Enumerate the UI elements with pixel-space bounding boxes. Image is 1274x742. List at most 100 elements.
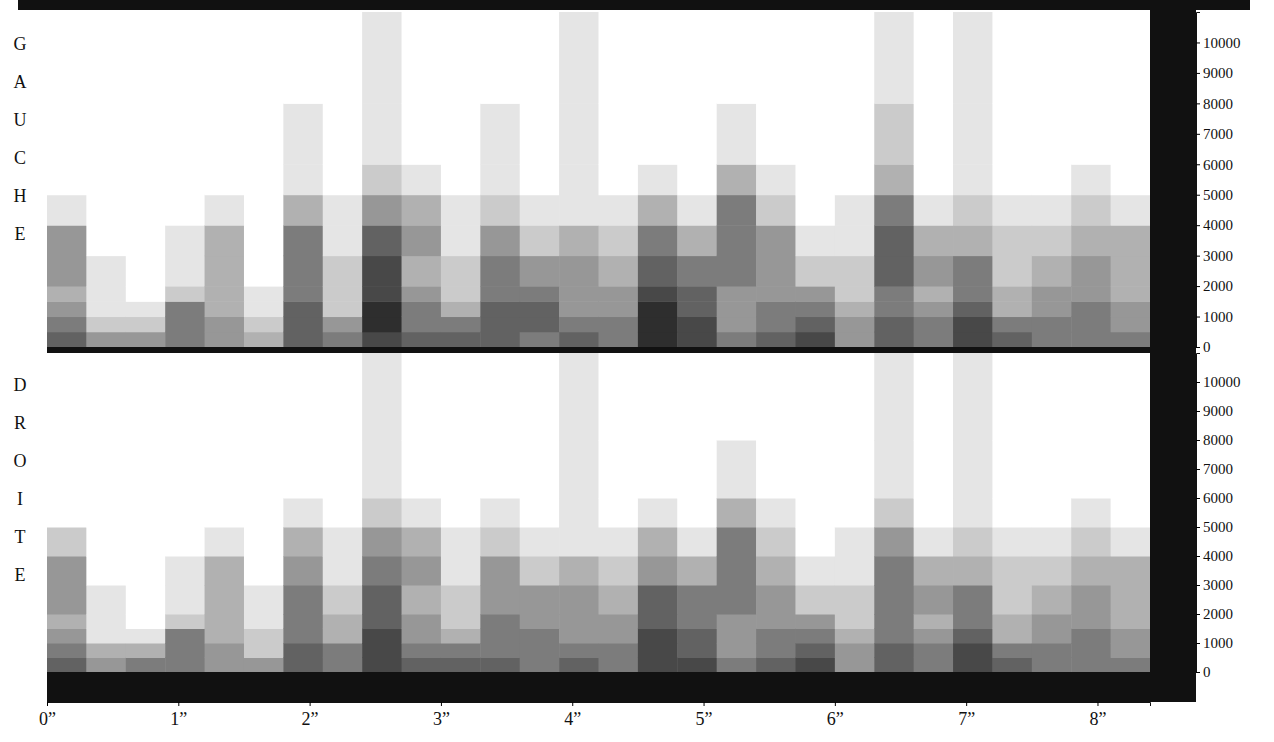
- spectrogram-cell: [520, 103, 560, 164]
- spectrogram-cell: [244, 256, 284, 287]
- spectrogram-cell: [126, 658, 166, 673]
- spectrogram-cell: [323, 440, 363, 499]
- spectrogram-cell: [717, 527, 757, 557]
- spectrogram-cell: [165, 225, 205, 256]
- spectrogram-cell: [599, 301, 639, 317]
- spectrogram-cell: [520, 332, 560, 347]
- spectrogram-cell: [402, 498, 442, 528]
- y-tick-label: 1000: [1203, 635, 1233, 651]
- y-tick-label: 0: [1203, 664, 1211, 680]
- spectrogram-cell: [953, 498, 993, 528]
- spectrogram-cell: [914, 225, 954, 256]
- spectrogram-cell: [717, 614, 757, 629]
- spectrogram-cell: [126, 195, 166, 226]
- y-tick-label: 7000: [1203, 126, 1233, 142]
- y-tick-mark: [1196, 672, 1200, 673]
- spectrogram-cell: [992, 614, 1032, 629]
- spectrogram-cell: [323, 498, 363, 528]
- spectrogram-cell: [205, 440, 245, 499]
- spectrogram-cell: [126, 301, 166, 317]
- spectrogram-cell: [992, 317, 1032, 333]
- spectrogram-cell: [1071, 353, 1111, 441]
- x-tick: 5”: [696, 702, 713, 729]
- spectrogram-cell: [126, 498, 166, 528]
- spectrogram-cell: [874, 353, 914, 441]
- spectrogram-cell: [756, 556, 796, 586]
- spectrogram-cell: [795, 301, 835, 317]
- spectrogram-cell: [953, 527, 993, 557]
- spectrogram-cell: [323, 195, 363, 226]
- spectrogram-cell: [559, 614, 599, 629]
- spectrogram-cell: [756, 12, 796, 104]
- y-tick-label: 2000: [1203, 606, 1233, 622]
- y-tick-mark: [1196, 225, 1200, 226]
- spectrogram-cell: [835, 629, 875, 644]
- spectrogram-cell: [205, 658, 245, 673]
- spectrogram-cell: [47, 527, 87, 557]
- spectrogram-cell: [480, 643, 520, 658]
- spectrogram-cell: [1071, 440, 1111, 499]
- spectrogram-cell: [244, 629, 284, 644]
- spectrogram-cell: [205, 585, 245, 615]
- spectrogram-cell: [402, 585, 442, 615]
- spectrogram-cell: [47, 12, 87, 104]
- spectrogram-cell: [992, 643, 1032, 658]
- y-tick: 7000: [1196, 461, 1233, 477]
- spectrogram-cell: [205, 256, 245, 287]
- y-tick-label: 8000: [1203, 96, 1233, 112]
- spectrogram-cell: [244, 353, 284, 441]
- spectrogram-cell: [599, 527, 639, 557]
- spectrogram-cell: [520, 317, 560, 333]
- spectrogram-cell: [1032, 440, 1072, 499]
- y-tick: 1000: [1196, 635, 1233, 651]
- spectrogram-cell: [86, 286, 126, 302]
- spectrogram-cell: [1032, 332, 1072, 347]
- spectrogram-cell: [756, 286, 796, 302]
- spectrogram-cell: [638, 332, 678, 347]
- spectrogram-cell: [283, 195, 323, 226]
- spectrogram-cell: [480, 629, 520, 644]
- spectrogram-cell: [441, 225, 481, 256]
- spectrogram-cell: [1111, 658, 1150, 673]
- spectrogram-cell: [244, 527, 284, 557]
- spectrogram-cell: [835, 498, 875, 528]
- spectrogram-cell: [402, 643, 442, 658]
- spectrogram-cell: [165, 301, 205, 317]
- spectrogram-cell: [953, 256, 993, 287]
- spectrogram-cell: [992, 556, 1032, 586]
- y-tick-mark: [1196, 498, 1200, 499]
- spectrogram-cell: [47, 164, 87, 195]
- spectrogram-cell: [86, 256, 126, 287]
- spectrogram-cell: [362, 527, 402, 557]
- spectrogram-cell: [835, 164, 875, 195]
- spectrogram-cell: [47, 643, 87, 658]
- spectrogram-cell: [795, 527, 835, 557]
- spectrogram-cell: [441, 195, 481, 226]
- spectrogram-cell: [835, 440, 875, 499]
- spectrogram-cell: [914, 164, 954, 195]
- spectrogram-cell: [992, 498, 1032, 528]
- spectrogram-cell: [914, 195, 954, 226]
- x-tick: 8”: [1089, 702, 1106, 729]
- x-tick-mark: [966, 702, 967, 706]
- spectrogram-cell: [599, 286, 639, 302]
- y-tick: 7000: [1196, 126, 1233, 142]
- spectrogram-cell: [244, 440, 284, 499]
- spectrogram-cell: [480, 225, 520, 256]
- spectrogram-cell: [914, 256, 954, 287]
- spectrogram-cell: [441, 585, 481, 615]
- spectrogram-cell: [795, 332, 835, 347]
- spectrogram-cell: [402, 225, 442, 256]
- spectrogram-cell: [953, 585, 993, 615]
- spectrogram-cell: [677, 629, 717, 644]
- spectrogram-cell: [47, 256, 87, 287]
- spectrogram-cell: [599, 332, 639, 347]
- spectrogram-cell: [677, 12, 717, 104]
- spectrogram-cell: [480, 658, 520, 673]
- spectrogram-cell: [402, 256, 442, 287]
- spectrogram-cell: [441, 527, 481, 557]
- spectrogram-cell: [362, 301, 402, 317]
- spectrogram-cell: [914, 498, 954, 528]
- spectrogram-cell: [599, 317, 639, 333]
- spectrogram-cell: [441, 256, 481, 287]
